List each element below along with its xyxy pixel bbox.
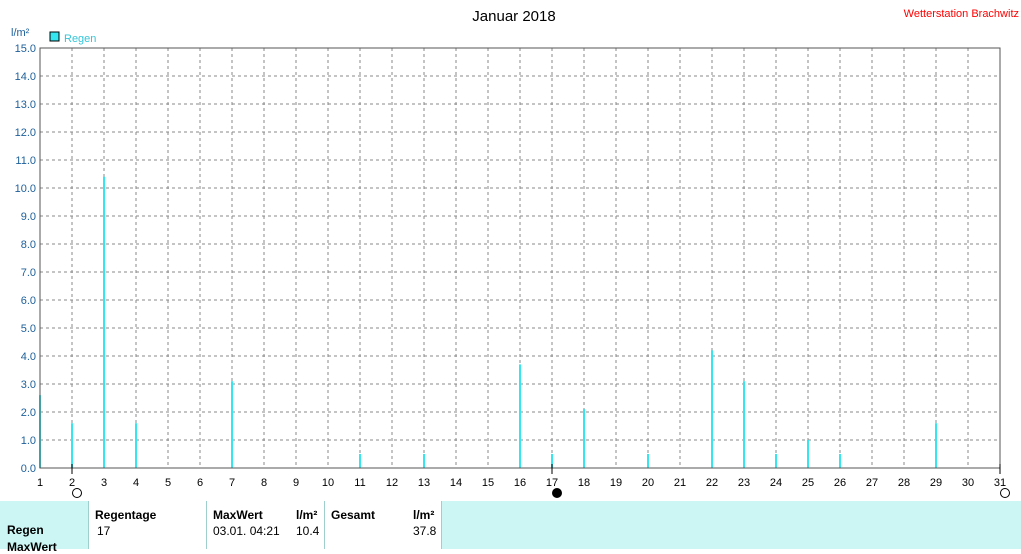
moon-phases	[71, 464, 1010, 498]
legend-label: Regen	[64, 33, 96, 45]
rain-bar	[359, 454, 361, 468]
rain-bar	[711, 350, 713, 468]
y-tick-label: 6.0	[21, 295, 36, 307]
rain-bar	[551, 454, 553, 468]
y-tick-label: 8.0	[21, 239, 36, 251]
x-tick-label: 13	[418, 477, 430, 489]
y-tick-label: 10.0	[15, 183, 36, 195]
row-label-regen: Regen	[7, 523, 44, 537]
x-tick-label: 12	[386, 477, 398, 489]
y-tick-label: 1.0	[21, 435, 36, 447]
station-name: Wetterstation Brachwitz	[904, 8, 1019, 20]
x-tick-label: 7	[229, 477, 235, 489]
maxwert-unit: l/m²	[296, 508, 318, 522]
full-moon-icon	[1000, 488, 1010, 498]
y-tick-label: 3.0	[21, 379, 36, 391]
y-tick-label: 15.0	[15, 43, 36, 55]
rain-bar	[775, 454, 777, 468]
new-moon-icon	[552, 488, 562, 498]
legend-swatch	[49, 31, 60, 42]
x-tick-label: 9	[293, 477, 299, 489]
y-axis: 0.0 1.0 2.0 3.0 4.0 5.0 6.0 7.0 8.0 9.0 10.0 11.0 12…	[15, 43, 36, 475]
bars	[39, 176, 937, 469]
x-tick-label: 15	[482, 477, 494, 489]
x-tick-label: 27	[866, 477, 878, 489]
x-tick-label: 8	[261, 477, 267, 489]
x-tick-label: 10	[322, 477, 334, 489]
rain-bar	[583, 409, 585, 468]
maxwert-time: 03.01. 04:21	[213, 524, 280, 538]
x-tick-label: 30	[962, 477, 974, 489]
rain-chart: Januar 2018 Wetterstation Brachwitz l/m²…	[11, 8, 1019, 498]
y-tick-label: 5.0	[21, 323, 36, 335]
x-tick-label: 18	[578, 477, 590, 489]
stats-panel: Regen MaxWert Regentage 17 MaxWert l/m² …	[0, 501, 1021, 554]
full-moon-icon	[72, 488, 82, 498]
gesamt-unit: l/m²	[413, 508, 435, 522]
y-tick-label: 2.0	[21, 407, 36, 419]
y-tick-label: 7.0	[21, 267, 36, 279]
maxwert-header: MaxWert	[213, 508, 263, 522]
y-tick-label: 14.0	[15, 71, 36, 83]
y-tick-label: 0.0	[21, 463, 36, 475]
x-tick-label: 29	[930, 477, 942, 489]
plot-frame	[39, 47, 1001, 469]
x-axis: 1 2 3 4 5 6 7 8 9 10 11 12 13 14 15 16 17 18 19 20 21 22 23 24 2…	[37, 477, 1006, 489]
x-tick-label: 16	[514, 477, 526, 489]
x-tick-label: 28	[898, 477, 910, 489]
rain-bar	[839, 454, 841, 468]
x-tick-label: 11	[354, 477, 365, 489]
regentage-value: 17	[97, 524, 111, 538]
row-label-maxwert: MaxWert	[7, 540, 57, 554]
x-tick-label: 17	[546, 477, 558, 489]
x-tick-label: 22	[706, 477, 718, 489]
rain-bar	[519, 364, 521, 468]
x-tick-label: 6	[197, 477, 203, 489]
y-tick-label: 4.0	[21, 351, 36, 363]
x-tick-label: 24	[770, 477, 782, 489]
rain-bar	[647, 454, 649, 468]
gesamt-header: Gesamt	[331, 508, 376, 522]
x-tick-label: 21	[674, 477, 686, 489]
rain-bar	[71, 423, 73, 468]
regentage-header: Regentage	[95, 508, 157, 522]
x-tick-label: 26	[834, 477, 846, 489]
x-tick-label: 3	[101, 477, 107, 489]
x-tick-label: 4	[133, 477, 139, 489]
gesamt-value: 37.8	[413, 524, 437, 538]
y-tick-label: 9.0	[21, 211, 36, 223]
x-tick-label: 23	[738, 477, 750, 489]
x-tick-label: 31	[994, 477, 1006, 489]
x-tick-label: 14	[450, 477, 462, 489]
y-tick-label: 12.0	[15, 127, 36, 139]
grid-lines	[40, 48, 1000, 468]
rain-bar	[135, 423, 137, 468]
rain-bar	[231, 381, 233, 468]
x-tick-label: 20	[642, 477, 654, 489]
x-tick-label: 5	[165, 477, 171, 489]
x-tick-label: 25	[802, 477, 814, 489]
y-tick-label: 13.0	[15, 99, 36, 111]
y-tick-label: 11.0	[15, 155, 36, 167]
maxwert-value: 10.4	[296, 524, 320, 538]
x-tick-label: 19	[610, 477, 622, 489]
x-tick-label: 1	[37, 477, 43, 489]
stats-table	[88, 501, 441, 549]
chart-title: Januar 2018	[472, 8, 555, 25]
rain-bar	[935, 423, 937, 468]
rain-bar	[103, 176, 105, 469]
y-axis-unit: l/m²	[11, 27, 30, 39]
rain-bar	[807, 440, 809, 468]
rain-bar	[423, 454, 425, 468]
rain-bar	[743, 381, 745, 468]
x-tick-label: 2	[69, 477, 75, 489]
